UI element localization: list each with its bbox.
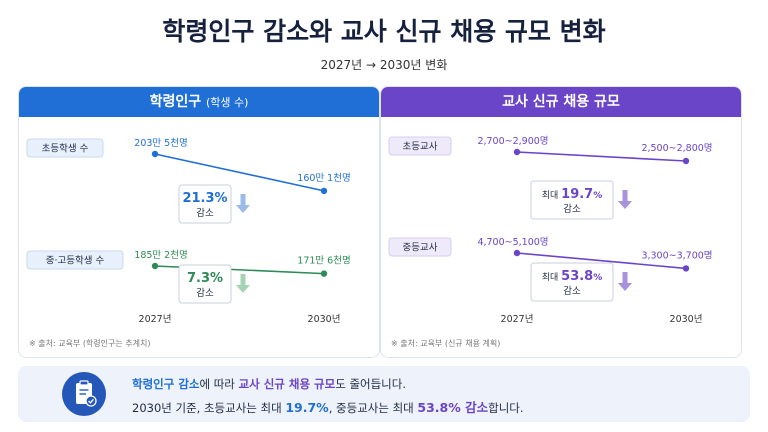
teacher-panel-source: ※ 출처: 교육부 (신규 채용 계획) [391, 339, 501, 348]
clipboard-check-icon [62, 372, 106, 416]
data-label: 203만 5천명 [134, 138, 187, 149]
teacher-hiring-panel: 교사 신규 채용 규모 2027년 2030년 초등교사 2,700~2,900명 2,… [380, 86, 742, 358]
student-panel-header: 학령인구 (학생 수) [19, 87, 379, 117]
page-title: 학령인구 감소와 교사 신규 채용 규모 변화 [162, 17, 606, 46]
teacher-panel-header: 교사 신규 채용 규모 [381, 87, 741, 117]
series-label: 초등학생 수 [42, 144, 89, 155]
change-number: 21.3% [182, 191, 227, 206]
arrow-down-icon [618, 190, 632, 209]
change-value: 최대 19.7% [542, 187, 603, 202]
data-label: 4,700~5,100명 [477, 237, 548, 248]
data-point [151, 262, 159, 270]
data-point [320, 270, 328, 277]
summary-line-2: 2030년 기준, 초등교사는 최대 19.7%, 중등교사는 최대 53.8%… [132, 400, 524, 415]
change-unit: % [593, 273, 602, 283]
series-label-box [26, 250, 124, 270]
x-tick-label: 2027년 [139, 314, 172, 325]
data-point [320, 187, 328, 195]
arrow-down-icon [236, 194, 250, 213]
summary-line-1: 학령인구 감소에 따라 교사 신규 채용 규모도 줄어듭니다. [132, 377, 406, 391]
change-unit: % [593, 191, 602, 201]
x-tick-label: 2030년 [670, 314, 703, 325]
teacher-hiring-chart: 2027년 2030년 초등교사 2,700~2,900명 2,500~2,800명최대… [388, 136, 713, 325]
change-value: 21.3% [182, 191, 227, 206]
data-point [682, 265, 690, 272]
change-prefix: 최대 [542, 190, 561, 201]
change-box [178, 184, 232, 224]
arrow-down-icon [618, 272, 632, 291]
change-value: 최대 53.8% [542, 269, 603, 284]
student-panel-title-sub: (학생 수) [205, 96, 249, 109]
data-label: 2,500~2,800명 [641, 143, 712, 154]
change-box [530, 180, 614, 220]
page-subtitle: 2027년 → 2030년 변화 [320, 58, 448, 72]
change-prefix: 최대 [542, 272, 561, 283]
series-label: 중등교사 [403, 243, 438, 254]
data-label: 185만 2천명 [134, 250, 187, 261]
change-label: 감소 [563, 285, 581, 297]
change-value: 7.3% [187, 271, 223, 286]
series-label-box [26, 138, 104, 158]
change-box [530, 262, 614, 302]
series-label: 초등교사 [403, 142, 438, 153]
data-label: 171만 6천명 [297, 256, 350, 267]
data-point [682, 157, 690, 165]
series-line [516, 252, 687, 270]
series-label-box [388, 136, 452, 156]
series-line [516, 151, 687, 162]
change-number: 7.3% [187, 271, 223, 286]
summary-bar: 학령인구 감소에 따라 교사 신규 채용 규모도 줄어듭니다. 2030년 기준… [18, 366, 750, 422]
change-label: 감소 [563, 203, 581, 215]
data-label: 160만 1천명 [297, 173, 350, 184]
student-population-panel: 학령인구 (학생 수) 2027년 2030년 초등학생 수 203만 5천명 160만… [18, 86, 380, 358]
change-number: 19.7 [561, 187, 593, 202]
arrow-down-icon [236, 274, 250, 293]
data-label: 3,300~3,700명 [641, 250, 712, 261]
data-point [151, 150, 159, 158]
data-point [513, 249, 521, 257]
data-label: 2,700~2,900명 [477, 136, 548, 147]
student-panel-source: ※ 출처: 교육부 (학령인구는 추계치) [29, 339, 151, 348]
series-label-box [388, 237, 452, 257]
data-point [513, 148, 521, 156]
series-line [154, 153, 325, 192]
change-label: 감소 [196, 287, 214, 299]
series-label: 중·고등학생 수 [46, 256, 105, 267]
change-number: 53.8 [561, 269, 593, 284]
change-box [178, 264, 232, 304]
x-tick-label: 2027년 [501, 314, 534, 325]
student-panel-title: 학령인구 [149, 94, 202, 110]
x-tick-label: 2030년 [308, 314, 341, 325]
change-label: 감소 [196, 207, 214, 219]
